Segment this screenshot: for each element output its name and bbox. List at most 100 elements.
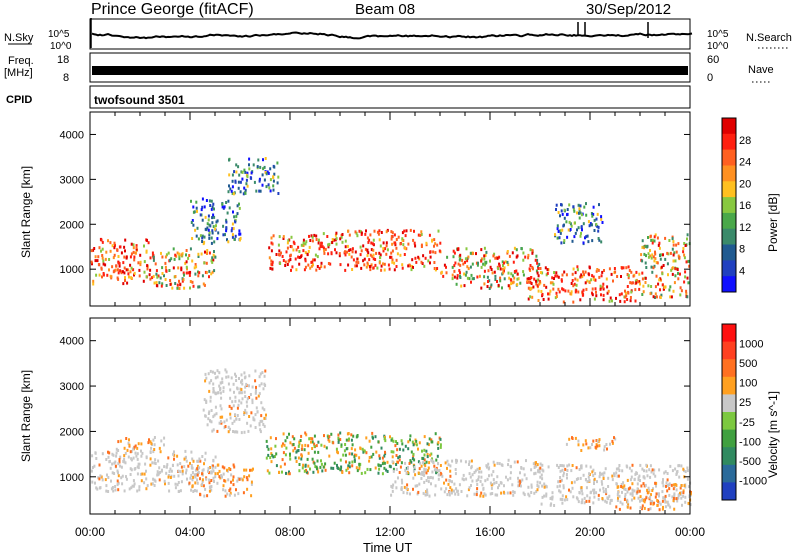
- range-cell: [206, 423, 209, 427]
- range-cell: [387, 263, 390, 267]
- range-cell: [176, 286, 179, 290]
- range-cell: [578, 216, 581, 220]
- range-cell: [295, 460, 298, 463]
- range-cell: [288, 432, 290, 436]
- range-cell: [683, 484, 686, 488]
- range-cell: [384, 247, 387, 251]
- range-cell: [405, 247, 408, 251]
- range-cell: [670, 295, 673, 299]
- range-cell: [192, 475, 195, 479]
- range-cell: [480, 248, 483, 252]
- range-cell: [644, 261, 647, 265]
- range-cell: [334, 233, 337, 237]
- range-cell: [117, 271, 120, 275]
- range-cell: [108, 258, 111, 261]
- range-cell: [372, 253, 375, 257]
- range-cell: [566, 213, 568, 217]
- range-cell: [653, 259, 656, 263]
- range-cell: [650, 285, 653, 288]
- range-cell: [212, 459, 215, 463]
- range-cell: [292, 240, 295, 244]
- range-cell: [203, 240, 206, 244]
- range-cell: [228, 404, 231, 408]
- range-cell: [334, 248, 336, 252]
- range-cell: [591, 291, 593, 295]
- range-cell: [216, 429, 219, 433]
- range-cell: [376, 230, 379, 234]
- range-cell: [661, 490, 664, 494]
- range-cell: [226, 238, 228, 242]
- range-cell: [222, 488, 225, 492]
- colorbar-swatch: [722, 133, 736, 151]
- range-cell: [319, 245, 322, 248]
- range-cell: [351, 452, 354, 456]
- range-cell: [211, 270, 214, 274]
- range-cell: [570, 469, 573, 473]
- range-cell: [427, 443, 430, 447]
- range-cell: [215, 220, 218, 224]
- range-cell: [206, 249, 209, 252]
- range-cell: [278, 249, 281, 253]
- range-cell: [208, 231, 211, 235]
- range-cell: [196, 467, 199, 471]
- range-cell: [207, 214, 210, 218]
- range-cell: [506, 478, 509, 482]
- range-cell: [292, 248, 295, 252]
- range-cell: [199, 492, 201, 496]
- range-cell: [561, 498, 564, 501]
- range-cell: [565, 220, 568, 224]
- range-cell: [197, 237, 200, 241]
- range-cell: [682, 489, 685, 493]
- range-cell: [178, 279, 180, 283]
- range-cell: [653, 501, 655, 505]
- range-cell: [456, 248, 459, 252]
- range-cell: [541, 293, 544, 296]
- range-cell: [234, 399, 237, 403]
- range-cell: [192, 284, 195, 288]
- range-cell: [365, 436, 368, 440]
- range-cell: [268, 246, 271, 250]
- range-cell: [382, 460, 385, 464]
- range-cell: [190, 488, 193, 492]
- range-cell: [423, 480, 426, 484]
- range-cell: [436, 442, 439, 446]
- range-cell: [316, 467, 318, 471]
- range-cell: [176, 251, 179, 255]
- range-cell: [210, 479, 213, 482]
- range-cell: [292, 443, 295, 446]
- range-cell: [185, 468, 188, 472]
- range-cell: [340, 465, 343, 469]
- range-cell: [148, 273, 151, 277]
- range-cell: [417, 460, 420, 464]
- colorbar-tick-label: 8: [739, 244, 745, 256]
- colorbar-swatch: [722, 341, 736, 360]
- range-cell: [540, 473, 543, 477]
- range-cell: [492, 478, 495, 482]
- colorbar-swatch: [722, 212, 736, 230]
- range-cell: [189, 286, 191, 290]
- range-cell: [572, 207, 575, 211]
- range-cell: [153, 281, 156, 285]
- range-cell: [285, 250, 288, 254]
- range-cell: [224, 425, 227, 428]
- range-cell: [595, 491, 598, 495]
- colorbar-tick-label: 500: [739, 358, 757, 370]
- range-cell: [494, 274, 497, 278]
- range-cell: [516, 283, 519, 287]
- range-cell: [167, 481, 170, 485]
- range-cell: [588, 499, 591, 503]
- range-cell: [273, 165, 276, 169]
- range-cell: [468, 472, 471, 476]
- range-cell: [169, 282, 172, 286]
- range-cell: [659, 254, 661, 257]
- range-cell: [238, 477, 241, 481]
- range-cell: [199, 234, 202, 238]
- range-cell: [435, 468, 438, 472]
- range-cell: [318, 247, 321, 251]
- range-cell: [198, 466, 201, 470]
- range-cell: [651, 238, 654, 242]
- range-cell: [434, 268, 437, 272]
- range-cell: [424, 256, 427, 260]
- range-cell: [470, 459, 473, 463]
- range-cell: [164, 265, 167, 269]
